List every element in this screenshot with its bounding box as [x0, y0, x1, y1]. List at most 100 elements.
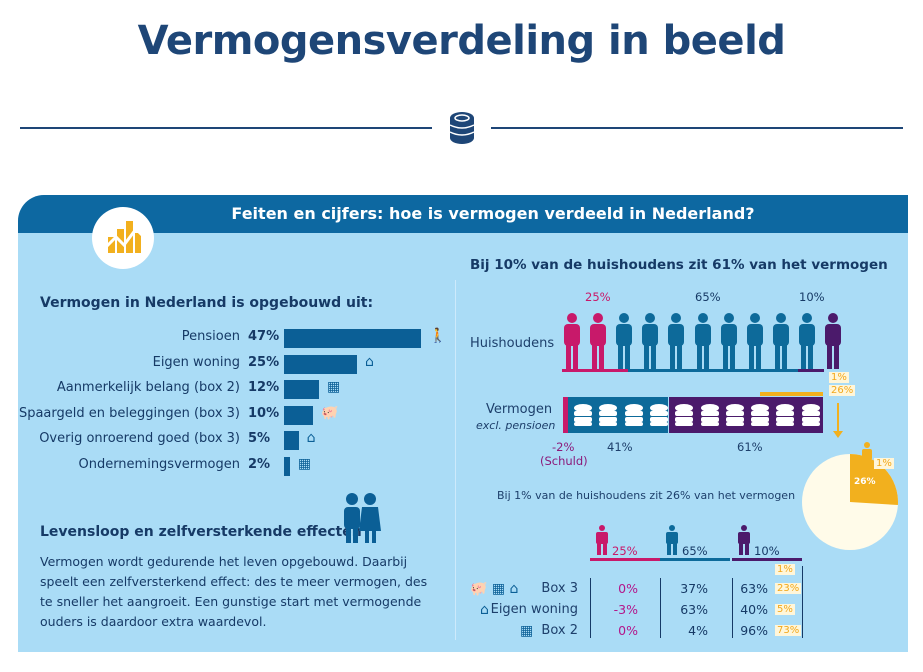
household-figure — [588, 313, 608, 369]
household-figure — [745, 313, 765, 369]
composition-pct: 5% — [248, 431, 271, 446]
composition-label: Ondernemingsvermogen — [78, 456, 240, 472]
distribution-heading: Bij 10% van de huishoudens zit 61% van h… — [470, 257, 888, 273]
household-figure — [797, 313, 817, 369]
pie-chart: 26% — [802, 454, 898, 550]
row-label: Eigen woning — [490, 602, 578, 617]
bracket-low — [562, 369, 628, 372]
lifecycle-heading: Levensloop en zelfversterkende effecten — [40, 524, 362, 540]
column-divider — [590, 578, 591, 638]
coin-stack-icon — [725, 403, 745, 427]
group-underline — [732, 558, 802, 561]
text-line: ouders is daardoor extra waardevol. — [40, 614, 267, 629]
lifecycle-text: Vermogen wordt gedurende het leven opgeb… — [40, 552, 427, 632]
group-person-icon — [665, 525, 679, 559]
bracket-high — [798, 369, 824, 372]
text-line: Vermogen wordt gedurende het leven opgeb… — [40, 554, 408, 569]
composition-pct: 10% — [248, 405, 280, 421]
family-icon — [344, 493, 381, 543]
household-figure — [693, 313, 713, 369]
composition-bar — [284, 456, 290, 476]
composition-bar — [284, 405, 314, 425]
column-divider — [802, 566, 803, 638]
composition-pct: 2% — [248, 456, 271, 472]
coin-stack-icon — [573, 403, 593, 427]
composition-bar — [284, 329, 422, 348]
coin-stack-icon — [775, 403, 795, 427]
house-icon: ⌂ — [365, 353, 374, 370]
household-figure — [719, 313, 739, 369]
text-line: te sneller het aangroeit. Een gunstige s… — [40, 594, 422, 609]
table-top1-header: 1% — [775, 564, 795, 575]
panel-header: Feiten en cijfers: hoe is vermogen verde… — [18, 195, 908, 233]
composition-bar — [284, 431, 299, 450]
composition-pct: 47% — [248, 329, 280, 344]
composition-pct: 25% — [248, 354, 280, 370]
coin-stack-icon — [598, 403, 618, 427]
table-cell: -3% — [613, 602, 638, 617]
composition-heading: Vermogen in Nederland is opgebouwd uit: — [40, 295, 374, 311]
composition-pct: 12% — [248, 380, 280, 395]
houses-icon: ⌂ — [306, 430, 316, 446]
household-figure — [666, 313, 686, 369]
bracket-mid — [628, 369, 798, 372]
top1-wealth-label: 26% — [829, 385, 856, 396]
group-header: 25% — [612, 544, 638, 558]
household-figure — [562, 313, 582, 369]
households-label: Huishoudens — [470, 336, 555, 351]
pie-person-label: 1% — [874, 458, 894, 469]
page-title: Vermogensverdeling in beeld — [137, 18, 786, 64]
pie-slice-top1 — [850, 454, 898, 506]
composition-bar — [284, 380, 320, 399]
row-label: Box 2 — [541, 623, 578, 638]
group-person-icon — [595, 525, 609, 559]
coin-stack-icon — [624, 403, 644, 427]
top1-caption: Bij 1% van de huishoudens zit 26% van he… — [497, 489, 796, 502]
group-low-label: 25% — [585, 290, 611, 304]
debt-label: -2% — [552, 440, 575, 454]
row-label: Box 3 — [541, 581, 578, 596]
arrow-down-icon — [837, 403, 839, 433]
building-icon: ▦ — [327, 379, 341, 395]
pie-label: 26% — [854, 477, 876, 487]
composition-label: Aanmerkelijk belang (box 2) — [56, 380, 240, 395]
coin-stack-icon — [801, 403, 821, 427]
top-wealth-label: 61% — [737, 440, 763, 454]
household-figure — [640, 313, 660, 369]
table-cell: 37% — [680, 581, 708, 596]
person-icon — [862, 442, 872, 468]
divider — [20, 127, 432, 129]
top1-cell: 5% — [775, 604, 795, 615]
household-figure — [771, 313, 791, 369]
coin-stack-icon — [674, 403, 694, 427]
table-cell: 63% — [740, 581, 768, 596]
household-figure — [823, 313, 843, 369]
coin-stack-icon — [649, 403, 669, 427]
composition-bar — [284, 354, 357, 374]
group-header: 10% — [754, 544, 780, 558]
coin-stack-icon — [750, 403, 770, 427]
group-high-label: 10% — [799, 290, 825, 304]
office-icon: ▦ — [297, 455, 312, 472]
composition-label: Eigen woning — [152, 354, 240, 370]
building-icon: ▦ — [520, 623, 534, 639]
composition-label: Pensioen — [181, 329, 240, 344]
top1-households-label: 1% — [829, 372, 849, 383]
wealth-debt-bar — [563, 397, 568, 433]
coin-stack-icon — [700, 403, 720, 427]
table-cell: 0% — [618, 581, 638, 596]
wealth-label: Vermogen — [486, 402, 553, 417]
piggy-bank-icon: 🐖 — [321, 404, 339, 421]
middle-wealth-label: 41% — [607, 440, 633, 454]
piggy-bank-icon: 🐖 ▦ ⌂ — [470, 581, 519, 597]
group-person-icon — [737, 525, 751, 559]
elderly-person-icon: 🚶 — [429, 328, 447, 344]
top1-cell: 23% — [775, 583, 802, 594]
top1-cell: 73% — [775, 625, 802, 636]
wealth-top-bar — [669, 397, 823, 433]
arrow-head — [833, 431, 843, 438]
composition-label: Spaargeld en beleggingen (box 3) — [18, 405, 240, 421]
group-mid-label: 65% — [695, 290, 721, 304]
text-line: speelt een zelfversterkend effect: des t… — [40, 574, 428, 589]
table-cell: 4% — [688, 623, 708, 638]
